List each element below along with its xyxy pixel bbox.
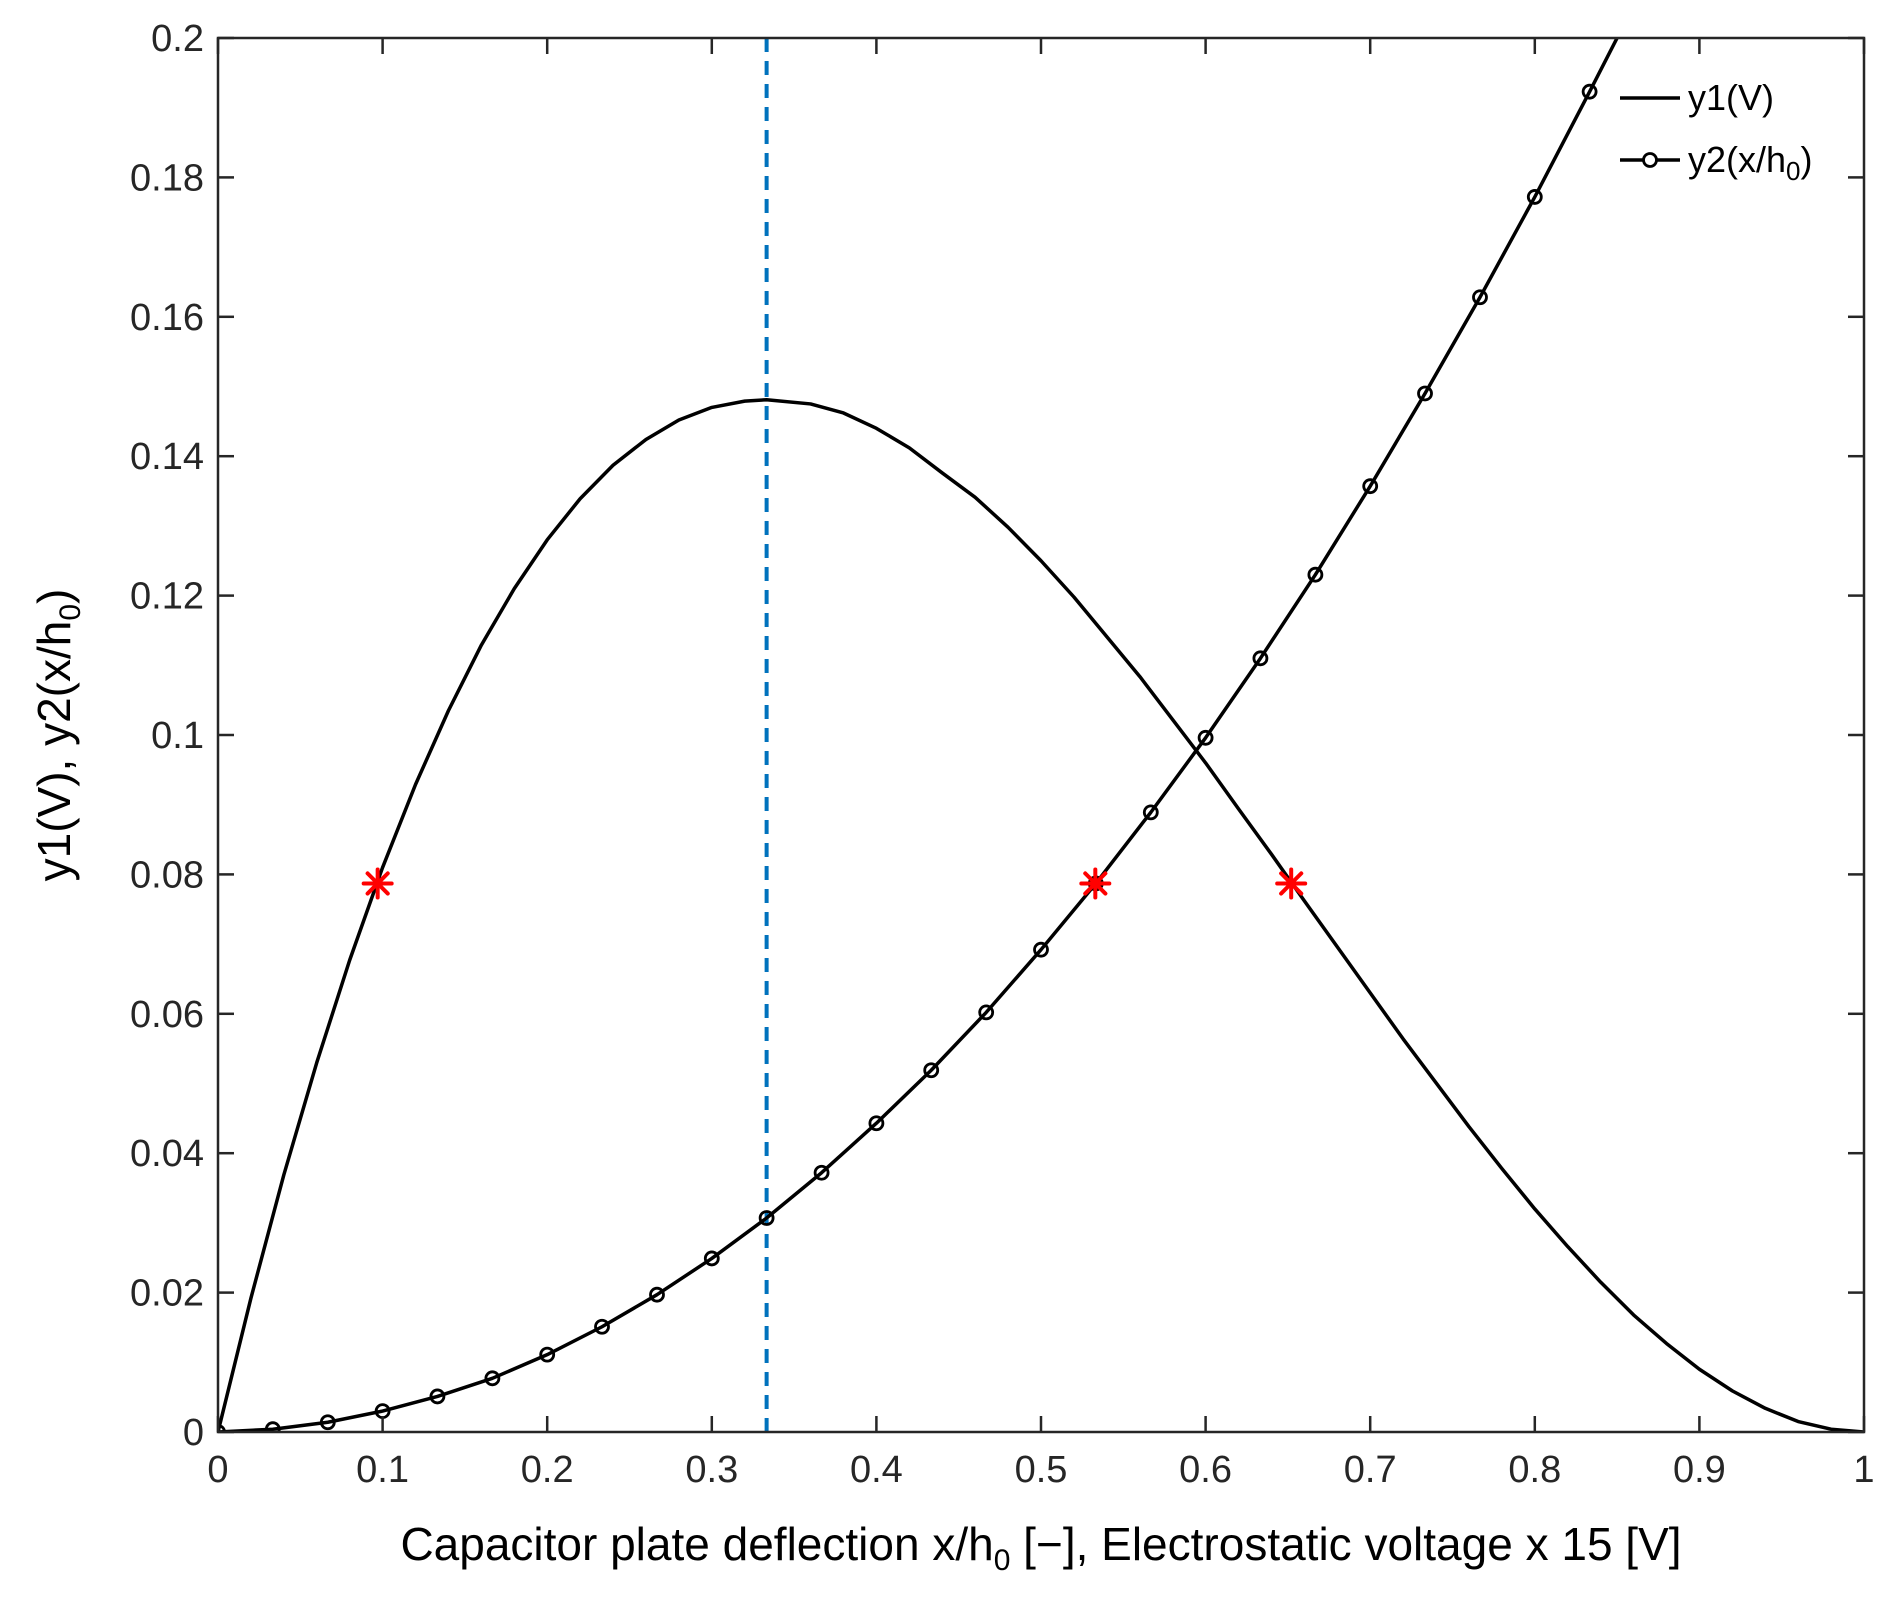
series-2-marker	[264, 1421, 281, 1432]
series-2-marker	[868, 1115, 885, 1132]
series-2-marker	[649, 1286, 665, 1303]
x-tick-label: 0.4	[850, 1449, 903, 1491]
series-2-marker	[594, 1318, 610, 1335]
y-tick-label: 0.02	[130, 1273, 204, 1315]
y-tick-label: 0.2	[151, 18, 204, 60]
x-tick-label: 0.5	[1015, 1449, 1068, 1491]
y-tick-label: 0.1	[151, 715, 204, 757]
series-2-marker	[1526, 189, 1543, 205]
plot-area	[218, 38, 1864, 1432]
x-tick-label: 0.2	[521, 1449, 574, 1491]
legend-label: y2(x/h0)	[1688, 139, 1813, 186]
x-axis-label-rest: [−], Electrostatic voltage x 15 [V]	[1010, 1518, 1681, 1570]
asterisk-stroke	[1083, 871, 1108, 896]
asterisk-marker-1	[361, 867, 394, 900]
x-tick-label: 0.6	[1179, 1449, 1232, 1491]
y-tick-label: 0.14	[130, 436, 204, 478]
series-line-1	[218, 397, 1864, 1432]
legend-label-main: y2(x/h	[1688, 139, 1786, 180]
series-2-marker	[1307, 566, 1324, 583]
y-tick-label: 0.04	[130, 1133, 204, 1175]
series-2-marker	[758, 1210, 775, 1226]
series-2-marker	[813, 1164, 830, 1181]
series-2-marker	[484, 1370, 501, 1387]
series-2-marker	[1252, 650, 1269, 667]
legend-label-main: y1(V)	[1688, 77, 1774, 118]
series-2-marker	[1472, 289, 1488, 306]
y-axis-label-sub: 0	[54, 604, 87, 621]
series-2-marker	[319, 1414, 336, 1431]
series-2-marker	[1581, 83, 1598, 100]
legend: y1(V) y2(x/h0)	[1620, 77, 1813, 186]
legend-label: y1(V)	[1688, 77, 1774, 118]
axis-labels: Capacitor plate deflection x/h0 [−], Ele…	[28, 589, 1682, 1577]
x-axis-label-main: Capacitor plate deflection x/h	[400, 1518, 993, 1570]
legend-marker	[1642, 152, 1658, 168]
y-tick-label: 0.18	[130, 157, 204, 199]
legend-label-sub: 0	[1786, 156, 1800, 186]
asterisk-marker-3	[1275, 867, 1308, 900]
asterisk-stroke	[1279, 871, 1304, 896]
series-2-marker	[978, 1004, 995, 1021]
axes: 0 0.1 0.2 0.3 0.4 0.5 0.6 0.7 0.8 0.9 1 0 0.02 0.04 0.…	[130, 18, 1875, 1491]
x-tick-label: 1	[1853, 1449, 1874, 1491]
series-2-marker	[923, 1062, 940, 1079]
legend-item-1: y1(V)	[1620, 77, 1774, 118]
series-2-marker	[1362, 478, 1379, 495]
legend-item-2: y2(x/h0)	[1620, 139, 1813, 186]
series-2-marker	[1417, 385, 1433, 402]
series-2-marker	[1197, 729, 1214, 746]
x-tick-label: 0.3	[685, 1449, 738, 1491]
legend-label-rest: )	[1801, 139, 1813, 180]
y-axis-label-rest: )	[28, 589, 80, 604]
series-2-marker	[1142, 804, 1159, 821]
y-tick-label: 0.06	[130, 994, 204, 1036]
x-axis-label-sub: 0	[994, 1544, 1011, 1577]
x-tick-label: 0.9	[1673, 1449, 1726, 1491]
x-tick-label: 0.1	[356, 1449, 409, 1491]
series-line-2	[218, 38, 1619, 1432]
y-tick-label: 0.12	[130, 576, 204, 618]
series-2-marker	[703, 1250, 720, 1267]
series-2-marker	[539, 1346, 556, 1363]
y-tick-label: 0	[183, 1412, 204, 1454]
asterisk-stroke	[365, 871, 390, 896]
y-tick-label: 0.16	[130, 297, 204, 339]
series-2-marker	[429, 1388, 446, 1405]
x-axis-label: Capacitor plate deflection x/h0 [−], Ele…	[400, 1518, 1681, 1577]
y-axis-label-main: y1(V), y2(x/h	[28, 621, 80, 882]
series-2-marker	[1033, 941, 1049, 958]
asterisk-marker-2	[1079, 867, 1112, 900]
x-tick-label: 0.8	[1508, 1449, 1561, 1491]
y-axis-label: y1(V), y2(x/h0)	[28, 589, 87, 882]
y-tick-label: 0.08	[130, 854, 204, 896]
x-tick-label: 0.7	[1344, 1449, 1397, 1491]
x-tick-label: 0	[207, 1449, 228, 1491]
